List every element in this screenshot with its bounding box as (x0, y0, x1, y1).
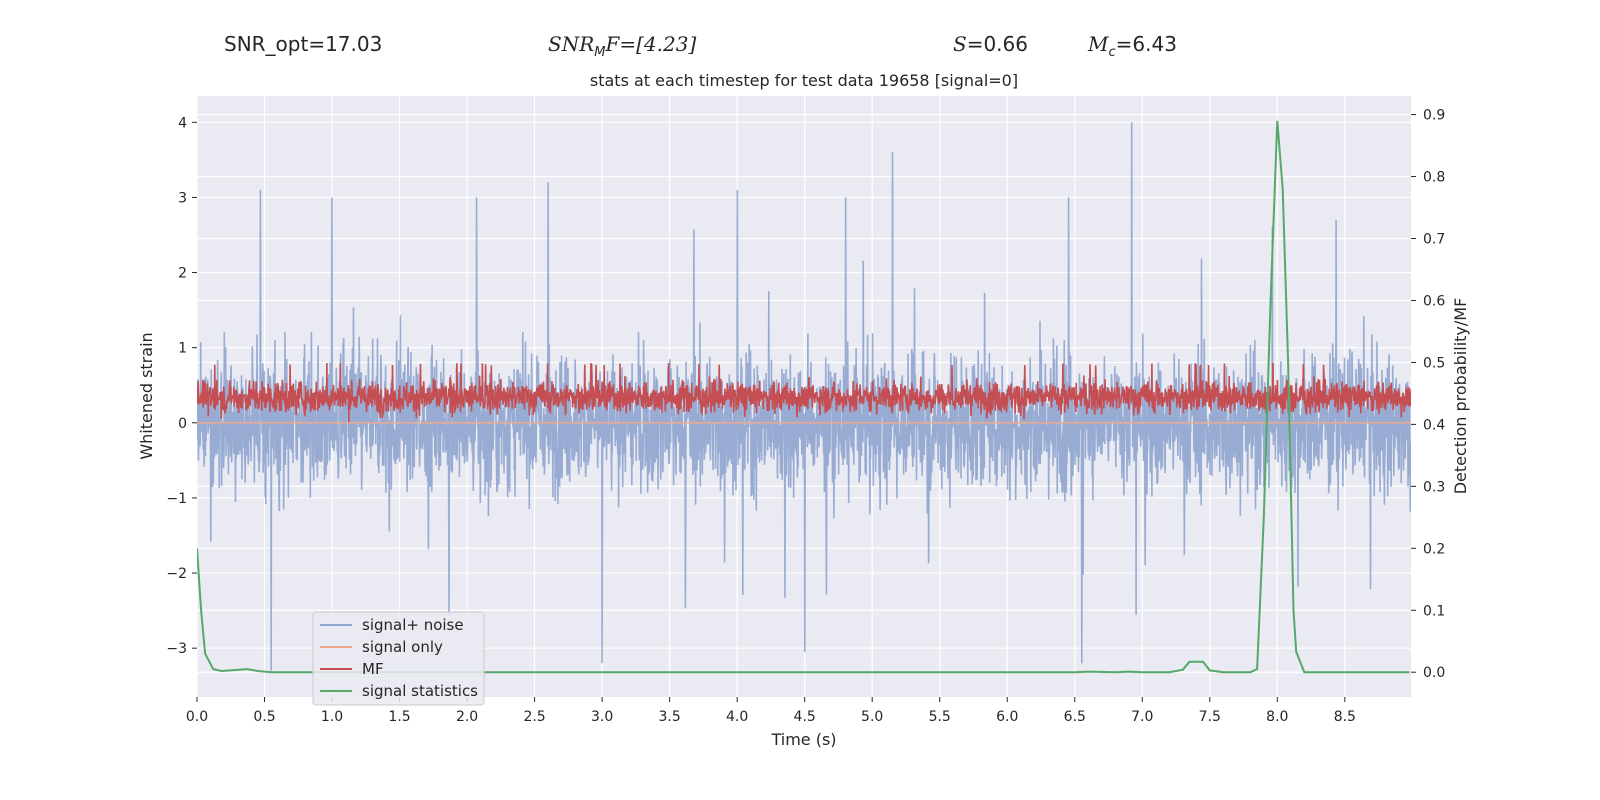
x-tick-label: 3.5 (659, 709, 681, 725)
right-tick-label: 0.0 (1423, 665, 1445, 681)
right-axis-ticks: 0.0 0.1 0.2 0.3 0.4 0.5 0.6 0.7 0.8 0.9 (1411, 108, 1445, 681)
legend-box (312, 611, 485, 706)
mf-series (197, 362, 1411, 423)
chirp-mass-sub: c (1108, 45, 1116, 60)
x-tick-label: 4.5 (794, 709, 816, 725)
chart-legend: signal+ noise signal only MF signal stat… (312, 611, 485, 706)
x-tick-label: 7.0 (1131, 709, 1153, 725)
left-axis-ticks: −3 −2 −1 0 1 2 3 4 (166, 115, 197, 657)
legend-label-signal-noise: signal+ noise (362, 616, 464, 634)
x-axis-label: Time (s) (770, 730, 836, 749)
chirp-mass-label: Mc=6.43 (1088, 32, 1177, 60)
left-tick-label: 0 (178, 416, 187, 432)
legend-label-mf: MF (362, 660, 384, 678)
right-tick-label: 0.9 (1423, 108, 1445, 124)
signal-statistics-series (197, 120, 1410, 674)
right-tick-label: 0.2 (1423, 541, 1445, 557)
left-tick-label: −2 (166, 566, 187, 582)
right-tick-label: 0.5 (1423, 355, 1445, 371)
x-tick-label: 5.5 (929, 709, 951, 725)
left-tick-label: 2 (178, 266, 187, 282)
x-tick-label: 5.0 (861, 709, 883, 725)
x-tick-label: 4.0 (726, 709, 748, 725)
left-tick-label: −1 (166, 491, 187, 507)
snr-opt-text: SNR_opt=17.03 (224, 32, 383, 56)
x-tick-label: 1.0 (321, 709, 343, 725)
chirp-mass-value: =6.43 (1115, 32, 1177, 56)
right-axis-label: Detection probability/MF (1451, 298, 1470, 495)
legend-label-signal-statistics: signal statistics (362, 682, 478, 700)
right-tick-label: 0.1 (1423, 603, 1445, 619)
signal-noise-series (197, 122, 1411, 671)
left-tick-label: 4 (178, 115, 187, 131)
spin-value: =0.66 (966, 32, 1028, 56)
right-tick-label: 0.7 (1423, 232, 1445, 248)
spin-name: S (953, 32, 967, 56)
left-tick-label: 3 (178, 190, 187, 206)
x-tick-label: 1.5 (388, 709, 410, 725)
x-tick-label: 8.5 (1334, 709, 1356, 725)
chart-title: stats at each timestep for test data 196… (590, 71, 1018, 90)
left-axis-label: Whitened strain (137, 332, 156, 459)
snr-mf-name: SNR (548, 32, 595, 56)
right-tick-label: 0.4 (1423, 417, 1445, 433)
x-tick-label: 0.5 (253, 709, 275, 725)
x-tick-label: 7.5 (1199, 709, 1221, 725)
x-tick-label: 6.5 (1064, 709, 1086, 725)
right-tick-label: 0.6 (1423, 293, 1445, 309)
snr-mf-sub: M (594, 45, 606, 60)
signal-noise-line (197, 122, 1411, 671)
x-tick-label: 0.0 (186, 709, 208, 725)
left-tick-label: −3 (166, 641, 187, 657)
x-tick-label: 2.0 (456, 709, 478, 725)
snr-opt-label: SNR_opt=17.03 (224, 32, 382, 56)
snr-mf-tail: F=[4.23] (605, 32, 697, 56)
x-axis-ticks: 0.0 0.5 1.0 1.5 2.0 2.5 3.0 3.5 4.0 4.5 5.0 5.5 6.0 6… (186, 697, 1356, 725)
x-tick-label: 2.5 (523, 709, 545, 725)
spin-label: S=0.66 (953, 32, 1028, 56)
right-tick-label: 0.8 (1423, 170, 1445, 186)
x-tick-label: 3.0 (591, 709, 613, 725)
signal-statistics-line (197, 120, 1410, 674)
left-tick-label: 1 (178, 341, 187, 357)
chirp-mass-name: M (1088, 32, 1109, 56)
right-tick-label: 0.3 (1423, 479, 1445, 495)
x-tick-label: 8.0 (1266, 709, 1288, 725)
x-tick-label: 6.0 (996, 709, 1018, 725)
snr-mf-label: SNRMF=[4.23] (548, 32, 696, 60)
mf-line (197, 362, 1411, 423)
legend-label-signal-only: signal only (362, 638, 443, 656)
